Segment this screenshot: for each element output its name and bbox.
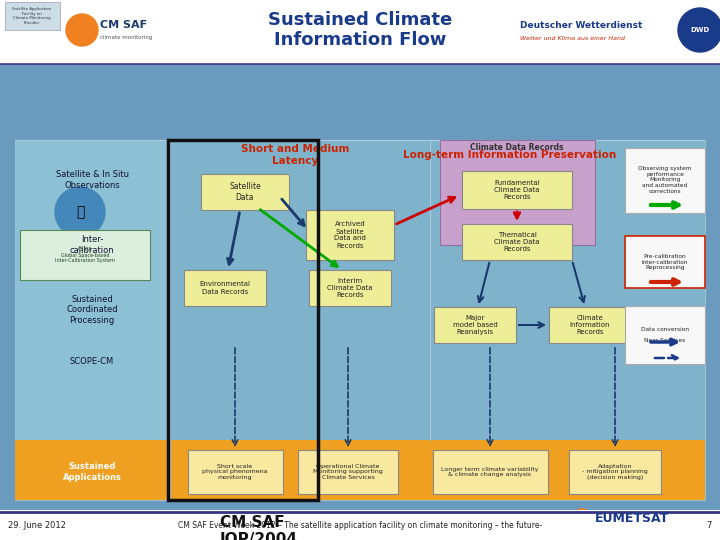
Circle shape	[66, 14, 98, 46]
Text: Climate
Information
Records: Climate Information Records	[570, 315, 611, 335]
FancyBboxPatch shape	[569, 450, 661, 494]
Text: Adaptation
- mitigation planning
(decision making): Adaptation - mitigation planning (decisi…	[582, 464, 648, 480]
FancyBboxPatch shape	[434, 307, 516, 343]
Text: Satellite
Data: Satellite Data	[229, 183, 261, 202]
Text: Short scale
physical phenomena
monitoring: Short scale physical phenomena monitorin…	[202, 464, 268, 480]
FancyBboxPatch shape	[184, 270, 266, 306]
Text: Data conversion

Near Services: Data conversion Near Services	[641, 327, 689, 343]
Text: 🌍: 🌍	[76, 205, 84, 219]
Bar	[5, 2, 60, 30]
Bar	[15, 440, 705, 500]
Text: Sustained
Applications: Sustained Applications	[63, 462, 122, 482]
Text: Inter-
calibration: Inter- calibration	[70, 235, 114, 255]
Text: EUMETSAT: EUMETSAT	[595, 511, 670, 524]
FancyBboxPatch shape	[201, 174, 289, 210]
FancyBboxPatch shape	[549, 307, 631, 343]
Text: SCOPE-CM: SCOPE-CM	[70, 357, 114, 367]
Text: Climate Data Records: Climate Data Records	[470, 143, 564, 152]
Text: Sustained Climate
Information Flow: Sustained Climate Information Flow	[268, 11, 452, 49]
Bar	[168, 140, 318, 500]
Bar	[20, 230, 150, 280]
Text: Observing system
performance
Monitoring
and automated
corrections: Observing system performance Monitoring …	[638, 166, 692, 194]
Text: Long-term Information Preservation: Long-term Information Preservation	[403, 150, 616, 160]
Text: CM SAF Event Week 2012 – The satellite application facility on climate monitorin: CM SAF Event Week 2012 – The satellite a…	[178, 522, 542, 530]
Bar	[15, 140, 705, 500]
FancyBboxPatch shape	[462, 224, 572, 260]
Text: CM SAF
IOP/2004: CM SAF IOP/2004	[220, 515, 298, 540]
Text: Deutscher Wetterdienst: Deutscher Wetterdienst	[520, 21, 642, 30]
Text: 29. June 2012: 29. June 2012	[8, 522, 66, 530]
Circle shape	[55, 187, 105, 237]
FancyBboxPatch shape	[462, 171, 572, 209]
Circle shape	[678, 8, 720, 52]
Text: Short and Medium
Latency: Short and Medium Latency	[240, 144, 349, 166]
Text: Major
model based
Reanalysis: Major model based Reanalysis	[453, 315, 498, 335]
Text: Fundamental
Climate Data
Records: Fundamental Climate Data Records	[494, 180, 540, 200]
Circle shape	[573, 509, 591, 527]
FancyBboxPatch shape	[298, 450, 398, 494]
Text: Longer term climate variability
& climate change analysis: Longer term climate variability & climat…	[441, 467, 539, 477]
FancyBboxPatch shape	[625, 147, 705, 213]
Text: Wetter und Klima aus einer Hand: Wetter und Klima aus einer Hand	[520, 36, 625, 40]
Text: Interim
Climate Data
Records: Interim Climate Data Records	[328, 278, 373, 298]
FancyBboxPatch shape	[309, 270, 391, 306]
FancyBboxPatch shape	[433, 450, 547, 494]
Text: Pre-calibration
inter-calibration
Reprocessing: Pre-calibration inter-calibration Reproc…	[642, 254, 688, 271]
Bar	[15, 140, 170, 440]
Text: Sustained
Coordinated
Processing: Sustained Coordinated Processing	[66, 295, 118, 325]
Text: Operational Climate
Monitoring supporting
Climate Services: Operational Climate Monitoring supportin…	[313, 464, 383, 480]
Text: Environmental
Data Records: Environmental Data Records	[199, 281, 251, 294]
Text: CM SAF: CM SAF	[100, 20, 147, 30]
Text: Archived
Satellite
Data and
Records: Archived Satellite Data and Records	[334, 221, 366, 248]
FancyBboxPatch shape	[306, 210, 394, 260]
Text: 7: 7	[706, 522, 712, 530]
Text: climate monitoring: climate monitoring	[100, 35, 153, 39]
Text: Thematical
Climate Data
Records: Thematical Climate Data Records	[494, 232, 540, 252]
FancyBboxPatch shape	[187, 450, 282, 494]
Text: Satellite Application
Facility on
Climate Monitoring
Provider: Satellite Application Facility on Climat…	[12, 7, 52, 25]
Bar	[440, 140, 595, 245]
Text: Satellite & In Situ
Observations: Satellite & In Situ Observations	[55, 170, 128, 190]
Text: DWD: DWD	[690, 27, 710, 33]
FancyBboxPatch shape	[625, 306, 705, 364]
FancyBboxPatch shape	[625, 236, 705, 288]
Text: CSICS
Global Space-based
Inter-Calibration System: CSICS Global Space-based Inter-Calibrati…	[55, 247, 115, 264]
